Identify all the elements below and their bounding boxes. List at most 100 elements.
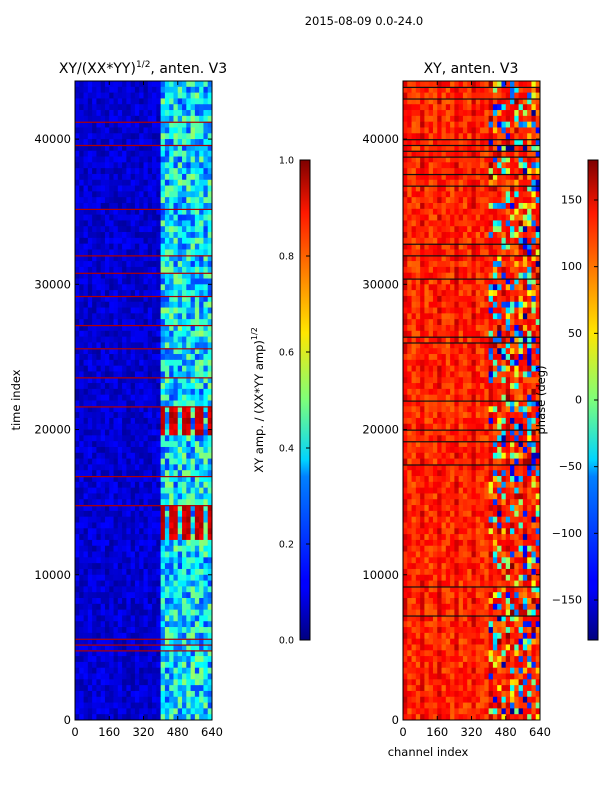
heatmap-cell	[96, 359, 102, 367]
heatmap-cell	[441, 266, 447, 274]
heatmap-cell	[173, 324, 179, 332]
heatmap-cell	[441, 156, 447, 163]
heatmap-cell	[190, 197, 196, 204]
heatmap-cell	[134, 661, 140, 669]
flagged-row	[75, 348, 212, 350]
heatmap-cell	[441, 139, 447, 146]
heatmap-cell	[186, 104, 191, 111]
heatmap-cell	[134, 388, 140, 396]
heatmap-cell	[83, 441, 89, 448]
heatmap-cell	[75, 144, 80, 152]
heatmap-cell	[173, 685, 179, 692]
heatmap-cell	[420, 330, 425, 337]
heatmap-cell	[164, 412, 170, 419]
heatmap-cell	[160, 435, 166, 442]
heatmap-cell	[186, 685, 191, 692]
heatmap-cell	[143, 493, 149, 500]
heatmap-cell	[100, 476, 106, 483]
heatmap-cell	[79, 255, 84, 262]
heatmap-cell	[92, 173, 97, 181]
heatmap-cell	[122, 383, 127, 390]
heatmap-cell	[514, 191, 519, 198]
heatmap-cell	[432, 115, 438, 123]
heatmap-cell	[403, 255, 408, 262]
heatmap-cell	[152, 423, 157, 430]
heatmap-cell	[113, 110, 119, 117]
heatmap-cell	[147, 307, 153, 314]
heatmap-cell	[462, 313, 468, 320]
heatmap-cell	[122, 354, 127, 361]
heatmap-cell	[156, 86, 162, 94]
heatmap-cell	[143, 714, 149, 720]
heatmap-cell	[458, 313, 464, 320]
amplitude-colorbar-ticks: 0.00.20.40.60.81.0	[279, 156, 310, 647]
heatmap-cell	[147, 383, 153, 390]
heatmap-cell	[169, 510, 174, 518]
heatmap-cell	[113, 661, 119, 669]
heatmap-cell	[186, 150, 191, 157]
heatmap-cell	[96, 510, 102, 518]
heatmap-cell	[454, 191, 460, 198]
heatmap-cell	[104, 528, 110, 535]
heatmap-cell	[535, 133, 540, 140]
heatmap-cell	[428, 214, 434, 221]
heatmap-cell	[484, 104, 490, 111]
heatmap-cell	[160, 603, 166, 611]
heatmap-cell	[207, 115, 212, 123]
heatmap-cell	[497, 139, 502, 146]
heatmap-cell	[510, 214, 515, 221]
heatmap-cell	[122, 702, 127, 709]
heatmap-cell	[441, 272, 447, 279]
heatmap-cell	[79, 179, 84, 186]
heatmap-cell	[83, 92, 89, 99]
heatmap-cell	[117, 202, 123, 210]
heatmap-cell	[199, 232, 204, 239]
heatmap-cell	[415, 139, 421, 146]
heatmap-cell	[462, 266, 468, 274]
heatmap-cell	[143, 586, 149, 593]
heatmap-cell	[199, 656, 204, 663]
heatmap-cell	[87, 185, 93, 192]
heatmap-cell	[514, 307, 519, 314]
heatmap-cell	[143, 110, 149, 117]
heatmap-cell	[177, 144, 183, 152]
heatmap-cell	[177, 446, 183, 454]
heatmap-cell	[454, 168, 460, 175]
heatmap-cell	[199, 319, 204, 326]
heatmap-cell	[160, 505, 166, 512]
heatmap-cell	[109, 505, 114, 512]
heatmap-cell	[403, 266, 408, 274]
heatmap-cell	[92, 435, 97, 442]
heatmap-cell	[186, 406, 191, 413]
heatmap-cell	[488, 330, 494, 337]
heatmap-cell	[454, 214, 460, 221]
heatmap-cell	[143, 104, 149, 111]
heatmap-cell	[164, 435, 170, 442]
heatmap-cell	[194, 505, 200, 512]
heatmap-cell	[113, 667, 119, 674]
heatmap-cell	[109, 81, 114, 88]
heatmap-cell	[87, 92, 93, 99]
heatmap-cell	[100, 185, 106, 192]
heatmap-cell	[156, 261, 162, 268]
heatmap-cell	[450, 255, 455, 262]
heatmap-cell	[164, 539, 170, 547]
heatmap-cell	[173, 627, 179, 634]
heatmap-cell	[117, 394, 123, 401]
heatmap-cell	[160, 417, 166, 425]
heatmap-cell	[475, 162, 481, 169]
heatmap-cell	[186, 621, 191, 628]
heatmap-cell	[139, 191, 144, 198]
heatmap-cell	[497, 81, 502, 88]
heatmap-cell	[75, 388, 80, 396]
heatmap-cell	[411, 208, 417, 216]
heatmap-cell	[117, 574, 123, 581]
heatmap-cell	[518, 295, 524, 303]
heatmap-cell	[160, 464, 166, 471]
heatmap-cell	[199, 301, 204, 308]
heatmap-cell	[109, 261, 114, 268]
heatmap-cell	[186, 516, 191, 523]
heatmap-cell	[113, 156, 119, 163]
heatmap-cell	[113, 377, 119, 384]
heatmap-cell	[199, 441, 204, 448]
